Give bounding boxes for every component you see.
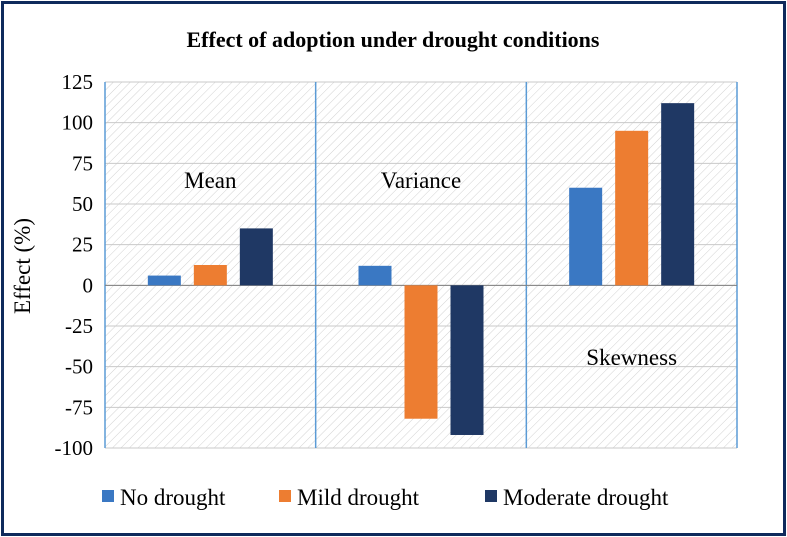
legend-label: No drought bbox=[120, 485, 226, 510]
bar-skewness-moderate-drought bbox=[661, 103, 695, 286]
bar-mean-mild-drought bbox=[193, 265, 227, 286]
y-tick-label: -25 bbox=[65, 314, 93, 338]
bar-mean-no-drought bbox=[147, 275, 181, 286]
y-tick-label: -100 bbox=[55, 436, 94, 460]
bar-mean-moderate-drought bbox=[239, 228, 273, 286]
y-axis-ticks: 125 100 75 50 25 0 -25 -50 -75 -100 bbox=[55, 70, 94, 460]
panel-label-mean: Mean bbox=[184, 168, 237, 193]
panel-label-variance: Variance bbox=[381, 168, 461, 193]
legend: No drought Mild drought Moderate drought bbox=[102, 485, 669, 510]
y-tick-label: -50 bbox=[65, 355, 93, 379]
y-tick-label: -75 bbox=[65, 395, 93, 419]
y-tick-label: 100 bbox=[62, 111, 94, 135]
panel-labels: Mean Variance Skewness bbox=[184, 168, 677, 370]
y-tick-label: 50 bbox=[72, 192, 93, 216]
panel-dividers bbox=[104, 82, 738, 448]
y-axis-label: Effect (%) bbox=[10, 218, 35, 314]
legend-label: Mild drought bbox=[297, 485, 420, 510]
y-tick-label: 0 bbox=[83, 273, 94, 297]
bar-skewness-mild-drought bbox=[615, 130, 649, 286]
legend-swatch bbox=[485, 490, 497, 502]
y-tick-label: 25 bbox=[72, 233, 93, 257]
legend-label: Moderate drought bbox=[503, 485, 669, 510]
chart-title: Effect of adoption under drought conditi… bbox=[187, 27, 600, 52]
y-tick-label: 125 bbox=[62, 70, 94, 94]
legend-swatch bbox=[102, 490, 114, 502]
bars bbox=[147, 103, 695, 435]
bar-variance-mild-drought bbox=[404, 285, 438, 419]
bar-variance-moderate-drought bbox=[450, 285, 484, 435]
legend-swatch bbox=[279, 490, 291, 502]
bar-variance-no-drought bbox=[358, 265, 392, 286]
y-tick-label: 75 bbox=[72, 151, 93, 175]
panel-label-skewness: Skewness bbox=[586, 345, 677, 370]
bar-skewness-no-drought bbox=[569, 187, 603, 286]
